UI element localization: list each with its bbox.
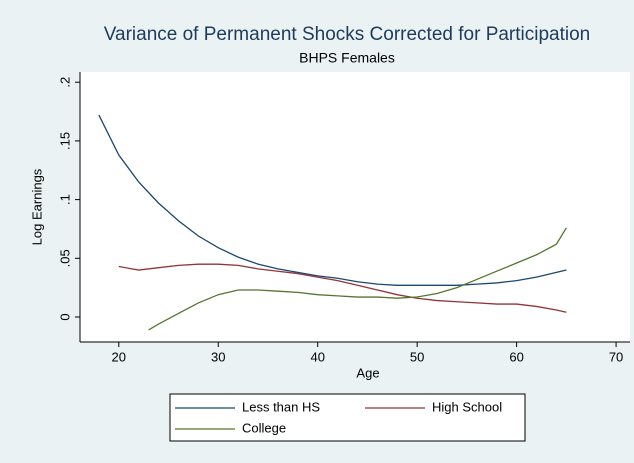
chart-title: Variance of Permanent Shocks Corrected f…	[104, 24, 591, 45]
y-tick-label: .15	[57, 132, 72, 150]
series-line	[148, 227, 567, 331]
x-tick-label: 30	[211, 349, 225, 364]
series-line	[118, 263, 567, 313]
x-tick-label: 60	[509, 349, 523, 364]
x-tick-label: 20	[112, 349, 126, 364]
legend-label: College	[242, 420, 286, 435]
x-axis-title: Age	[356, 365, 379, 380]
y-tick-label: 0	[57, 313, 72, 320]
x-tick-label: 40	[310, 349, 324, 364]
x-tick-label: 50	[410, 349, 424, 364]
y-axis-title: Log Earnings	[29, 168, 44, 245]
series-line	[98, 114, 567, 286]
legend	[169, 393, 526, 442]
legend-label: Less than HS	[242, 399, 320, 414]
y-tick-label: .2	[57, 77, 72, 88]
chart-subtitle: BHPS Females	[299, 50, 395, 66]
legend-label: High School	[432, 399, 502, 414]
x-tick-label: 70	[609, 349, 623, 364]
y-tick-label: .1	[57, 194, 72, 205]
y-tick-label: .05	[57, 249, 72, 267]
